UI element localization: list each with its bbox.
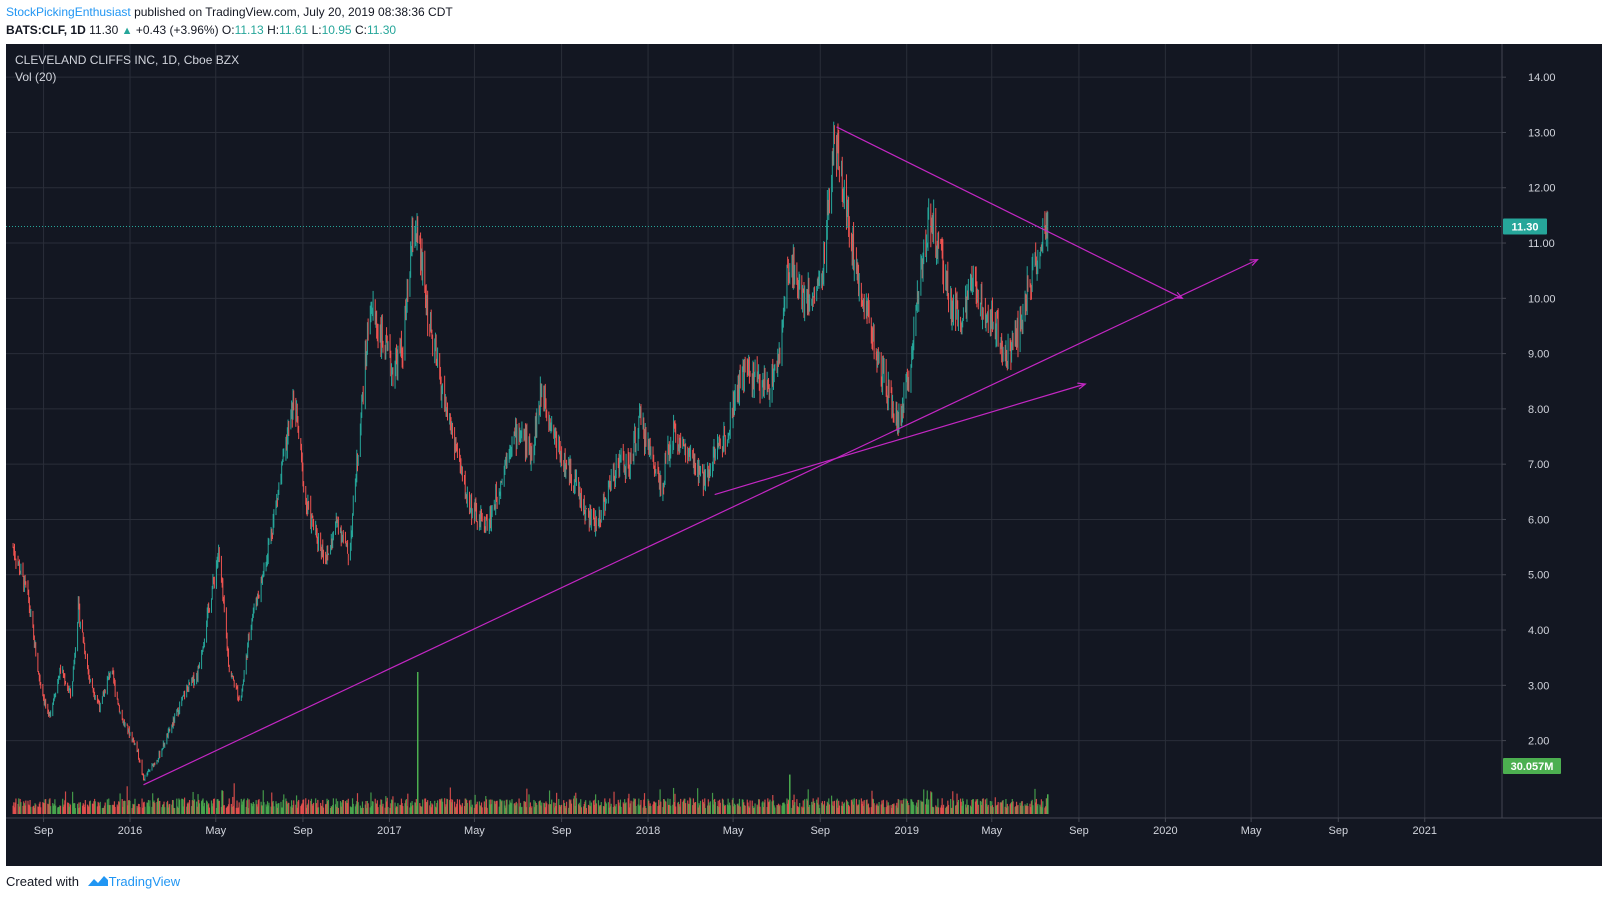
time-tick-label: Sep [1069,825,1089,837]
chart-area[interactable]: 14.00 13.00 12.00 11.00 10.00 9.00 8.00 7.00 6.0… [6,44,1602,866]
chart-background [6,44,1602,866]
price-tick-label: 5.00 [1528,570,1549,582]
symbol-label: BATS:CLF, 1D [6,23,86,37]
price-tick-label: 4.00 [1528,625,1549,637]
price-tick-label: 14.00 [1528,72,1556,84]
price-change: +0.43 (+3.96%) [135,23,219,37]
price-tick-label: 3.00 [1528,680,1549,692]
publish-line: StockPickingEnthusiast published on Trad… [6,5,453,19]
legend-volume: Vol (20) [15,70,56,84]
chart-svg[interactable]: 14.00 13.00 12.00 11.00 10.00 9.00 8.00 7.00 6.0… [6,44,1602,866]
time-tick-label: Sep [552,825,572,837]
time-tick-label: 2020 [1153,825,1177,837]
last-price-badge-text: 11.30 [1512,221,1539,233]
last-volume-badge: 30.057M [1503,758,1561,774]
published-text: published on TradingView.com, July 20, 2… [134,5,453,19]
created-with-text: Created with [6,874,79,889]
time-tick-label: Sep [293,825,313,837]
time-tick-label: May [1241,825,1262,837]
tradingview-logo-icon [87,874,109,891]
time-axis[interactable]: Sep 2016 May Sep 2017 May Sep 2018 May Sep 2019 May… [34,818,1437,837]
low-label: L: [311,23,322,37]
price-tick-label: 8.00 [1528,404,1549,416]
open-value: 11.13 [234,23,264,37]
chart-header: StockPickingEnthusiast published on Trad… [0,0,1602,44]
time-tick-label: May [723,825,744,837]
time-tick-label: 2017 [377,825,401,837]
last-price: 11.30 [89,23,119,37]
close-value: 11.30 [366,23,397,37]
legend-title: CLEVELAND CLIFFS INC, 1D, Cboe BZX [15,53,239,67]
trendline-arrowhead [1249,258,1259,266]
open-label: O: [221,23,235,37]
grid [6,44,1502,818]
low-value: 10.95 [321,23,352,37]
time-tick-label: 2019 [894,825,918,837]
tradingview-brand[interactable]: TradingView [108,874,181,889]
trendline [714,383,1086,496]
last-volume-badge-text: 30.057M [1511,761,1554,773]
price-tick-label: 12.00 [1528,183,1556,195]
up-arrow-icon: ▲ [121,25,133,37]
time-tick-label: May [464,825,485,837]
author-link[interactable]: StockPickingEnthusiast [6,5,131,19]
trendline-arrowhead [1077,382,1087,390]
time-tick-label: May [205,825,226,837]
high-label: H: [267,23,280,37]
high-value: 11.61 [279,23,309,37]
time-tick-label: Sep [34,825,54,837]
candles [12,121,1049,781]
price-tick-label: 6.00 [1528,514,1549,526]
quote-line: BATS:CLF, 1D 11.30 ▲ +0.43 (+3.96%) O:11… [6,23,396,37]
price-tick-label: 11.00 [1528,238,1555,250]
price-tick-label: 9.00 [1528,349,1549,361]
last-price-badge: 11.30 [1503,218,1547,235]
price-tick-label: 7.00 [1528,459,1549,471]
time-tick-label: Sep [1329,825,1349,837]
trendline [143,259,1258,786]
close-label: C: [354,23,367,37]
trendlines[interactable] [143,126,1259,786]
trendline-arrowhead [1174,291,1184,299]
price-tick-label: 10.00 [1528,293,1556,305]
price-axis[interactable]: 14.00 13.00 12.00 11.00 10.00 9.00 8.00 7.00 6.0… [1502,72,1556,748]
time-tick-label: 2016 [118,825,142,837]
time-tick-label: May [981,825,1002,837]
time-tick-label: 2018 [636,825,660,837]
time-tick-label: 2021 [1413,825,1437,837]
price-tick-label: 2.00 [1528,736,1549,748]
price-axis-bg [1502,44,1602,866]
time-axis-bg [6,818,1602,866]
price-tick-label: 13.00 [1528,127,1556,139]
footer: Created with TradingView [6,874,180,891]
trendline [836,126,1183,299]
volume-bars [12,672,1049,814]
time-tick-label: Sep [810,825,830,837]
